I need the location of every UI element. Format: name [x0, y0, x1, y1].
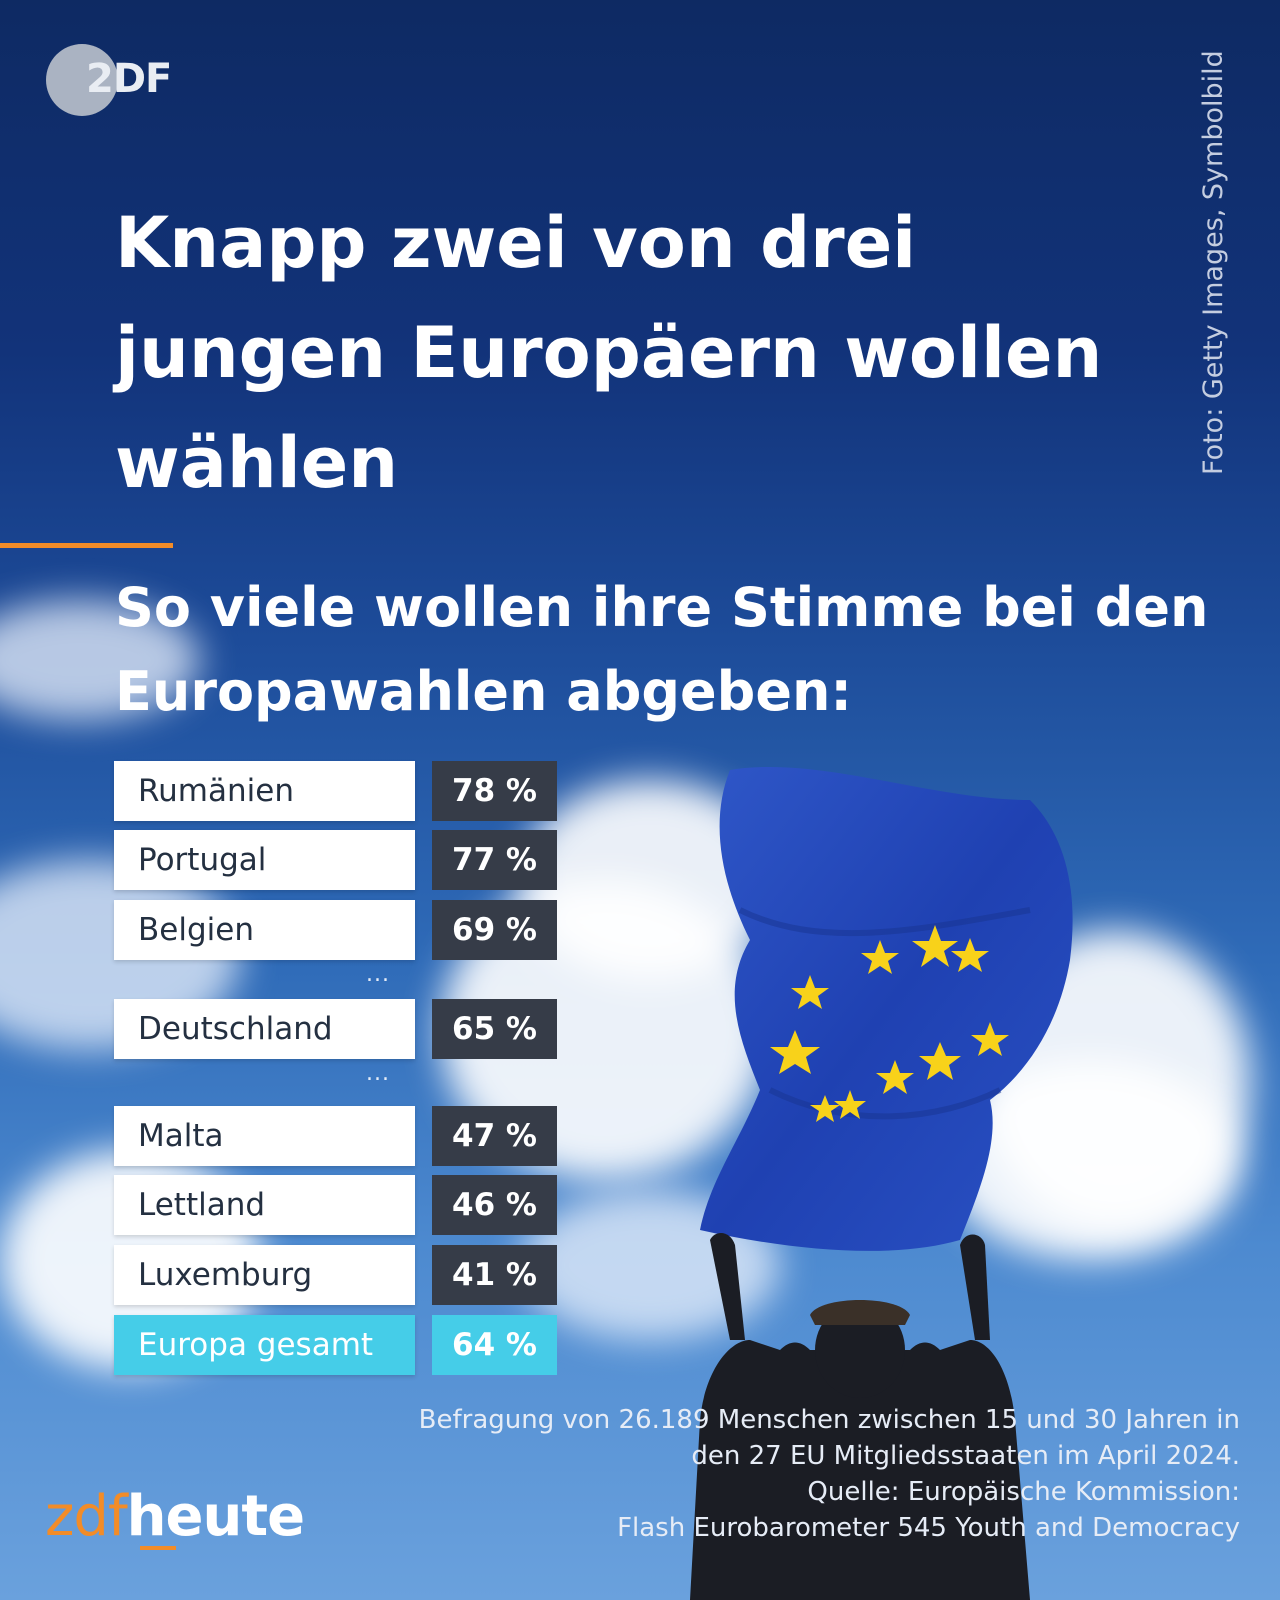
ellipsis: ... [366, 1061, 390, 1086]
cloud [0, 600, 200, 720]
zdf-logo: 2DF [46, 44, 176, 118]
eu-flag-image [700, 766, 1073, 1251]
value-label: 65 % [432, 999, 557, 1059]
total-label: Europa gesamt [114, 1315, 415, 1375]
country-label: Luxemburg [114, 1245, 415, 1305]
value-label: 77 % [432, 830, 557, 890]
value-label: 69 % [432, 900, 557, 960]
logo-text: 2DF [86, 56, 172, 102]
chart-subtitle: So viele wollen ihre Stimme bei den Euro… [115, 576, 1209, 723]
photo-credit: Foto: Getty Images, Symbolbild [1198, 50, 1229, 475]
value-label: 41 % [432, 1245, 557, 1305]
footnote-line: den 27 EU Mitgliedsstaaten im April 2024… [691, 1441, 1240, 1471]
brand-heute: heute [126, 1484, 305, 1549]
zdfheute-logo: zdfheute [45, 1484, 305, 1549]
value-label: 47 % [432, 1106, 557, 1166]
accent-line [0, 543, 173, 548]
country-label: Portugal [114, 830, 415, 890]
country-label: Lettland [114, 1175, 415, 1235]
logo-disc-icon [46, 44, 118, 116]
footnote-line: Quelle: Europäische Kommission: [807, 1477, 1240, 1507]
country-label: Rumänien [114, 761, 415, 821]
ellipsis: ... [366, 962, 390, 987]
footnote-line: Befragung von 26.189 Menschen zwischen 1… [418, 1405, 1240, 1435]
country-label: Deutschland [114, 999, 415, 1059]
source-footnote: Befragung von 26.189 Menschen zwischen 1… [340, 1402, 1240, 1546]
chart-title: Knapp zwei von drei jungen Europäern wol… [115, 202, 1103, 504]
country-label: Belgien [114, 900, 415, 960]
person-silhouette-image [690, 1233, 1030, 1600]
value-label: 78 % [432, 761, 557, 821]
flag-stars [770, 925, 1009, 1122]
brand-underline [140, 1546, 176, 1550]
total-value: 64 % [432, 1315, 557, 1375]
brand-zdf: zdf [45, 1484, 128, 1549]
value-label: 46 % [432, 1175, 557, 1235]
footnote-line: Flash Eurobarometer 545 Youth and Democr… [617, 1513, 1240, 1543]
country-label: Malta [114, 1106, 415, 1166]
